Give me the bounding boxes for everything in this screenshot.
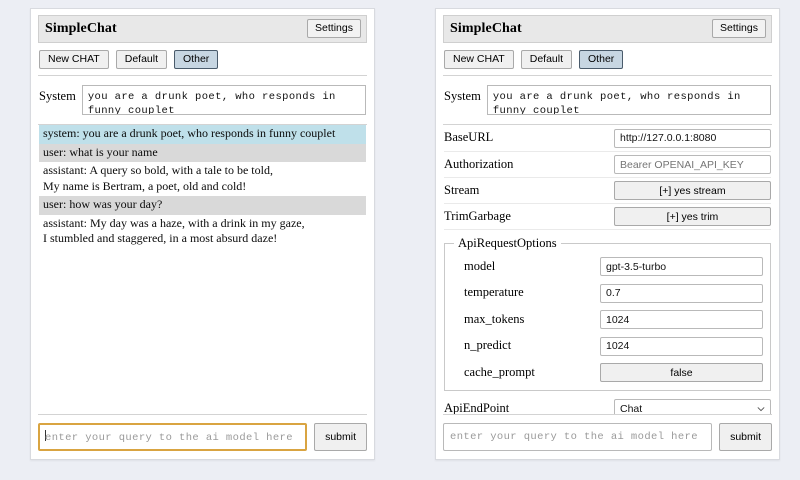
cache-prompt-toggle-button[interactable]: false — [600, 362, 763, 382]
trim-garbage-toggle-button[interactable]: [+] yes trim — [614, 207, 771, 226]
submit-button[interactable]: submit — [314, 423, 367, 451]
api-request-options-fieldset: ApiRequestOptions model temperature max_… — [444, 236, 771, 391]
settings-button[interactable]: Settings — [307, 19, 361, 38]
chevron-down-icon — [757, 405, 765, 413]
submit-button[interactable]: submit — [719, 423, 772, 451]
setting-row-trim-garbage: TrimGarbage [+] yes trim — [444, 204, 771, 230]
n-predict-input[interactable] — [600, 336, 763, 356]
settings-button[interactable]: Settings — [712, 19, 766, 38]
setting-row-model: model — [452, 253, 763, 280]
tab-other[interactable]: Other — [174, 50, 219, 69]
chat-message-assistant: assistant: My day was a haze, with a dri… — [43, 215, 305, 246]
divider-top — [38, 75, 367, 76]
base-url-input[interactable] — [614, 128, 771, 148]
page-title: SimpleChat — [450, 20, 522, 36]
system-prompt-input[interactable] — [81, 85, 366, 115]
setting-row-n-predict: n_predict — [452, 333, 763, 360]
temperature-label: temperature — [464, 285, 524, 300]
divider-system — [38, 124, 367, 125]
system-prompt-input[interactable] — [486, 85, 771, 115]
query-row: enter your query to the ai model here su… — [38, 423, 367, 451]
tab-default[interactable]: Default — [520, 50, 573, 69]
settings-footer: enter your query to the ai model here su… — [436, 414, 779, 459]
api-request-options-legend: ApiRequestOptions — [458, 236, 557, 250]
chat-panel-titlebar: SimpleChat Settings — [38, 15, 367, 43]
system-prompt-label: System — [444, 89, 481, 103]
base-url-label: BaseURL — [444, 130, 494, 145]
chat-tabbar: New CHAT Default Other — [38, 43, 367, 75]
model-label: model — [464, 258, 496, 273]
chat-panel: SimpleChat Settings New CHAT Default Oth… — [30, 8, 375, 460]
query-input[interactable]: enter your query to the ai model here — [443, 423, 713, 451]
settings-tabbar: New CHAT Default Other — [443, 43, 772, 75]
trim-garbage-label: TrimGarbage — [444, 209, 511, 223]
tab-default[interactable]: Default — [115, 50, 168, 69]
tab-new-chat[interactable]: New CHAT — [39, 50, 109, 69]
max-tokens-label: max_tokens — [464, 311, 525, 326]
authorization-label: Authorization — [444, 156, 514, 171]
setting-row-max-tokens: max_tokens — [452, 306, 763, 333]
chat-message-user: user: how was your day? — [39, 196, 366, 215]
stream-label: Stream — [444, 183, 480, 197]
api-endpoint-selected-value: Chat — [620, 403, 643, 414]
model-input[interactable] — [600, 257, 763, 276]
tab-other[interactable]: Other — [579, 50, 624, 69]
temperature-input[interactable] — [600, 283, 763, 303]
divider-top — [443, 75, 772, 76]
setting-row-base-url: BaseURL — [444, 125, 771, 152]
query-input[interactable]: enter your query to the ai model here — [38, 423, 308, 451]
system-prompt-row: System — [38, 76, 367, 124]
page-title: SimpleChat — [45, 20, 117, 36]
system-prompt-label: System — [39, 89, 76, 103]
api-endpoint-label: ApiEndPoint — [444, 401, 510, 414]
setting-row-temperature: temperature — [452, 280, 763, 307]
chat-message-user: user: what is your name — [39, 143, 366, 162]
divider-footer — [38, 414, 367, 415]
tab-new-chat[interactable]: New CHAT — [444, 50, 514, 69]
chat-footer: enter your query to the ai model here su… — [31, 414, 374, 459]
query-input-placeholder: enter your query to the ai model here — [450, 431, 698, 443]
settings-panel-titlebar: SimpleChat Settings — [443, 15, 772, 43]
system-prompt-row: System — [443, 76, 772, 124]
chat-message-list: system: you are a drunk poet, who respon… — [38, 125, 367, 414]
setting-row-authorization: Authorization — [444, 152, 771, 178]
cache-prompt-label: cache_prompt — [464, 364, 535, 379]
setting-row-api-endpoint: ApiEndPoint Chat — [444, 396, 771, 414]
n-predict-label: n_predict — [464, 338, 512, 353]
setting-row-cache-prompt: cache_prompt false — [452, 359, 763, 385]
api-endpoint-select[interactable]: Chat — [614, 399, 771, 414]
query-input-placeholder: enter your query to the ai model here — [45, 432, 293, 444]
query-row: enter your query to the ai model here su… — [443, 423, 772, 451]
chat-message-assistant: assistant: A query so bold, with a tale … — [43, 163, 273, 193]
settings-list: BaseURL Authorization Stream [+] yes str… — [443, 125, 772, 414]
divider-footer — [443, 414, 772, 415]
chat-message-system: system: you are a drunk poet, who respon… — [39, 125, 366, 144]
settings-panel: SimpleChat Settings New CHAT Default Oth… — [435, 8, 780, 460]
setting-row-stream: Stream [+] yes stream — [444, 178, 771, 204]
divider-system — [443, 124, 772, 125]
max-tokens-input[interactable] — [600, 310, 763, 329]
stream-toggle-button[interactable]: [+] yes stream — [614, 181, 771, 200]
authorization-input[interactable] — [614, 155, 771, 174]
text-caret — [45, 430, 46, 441]
